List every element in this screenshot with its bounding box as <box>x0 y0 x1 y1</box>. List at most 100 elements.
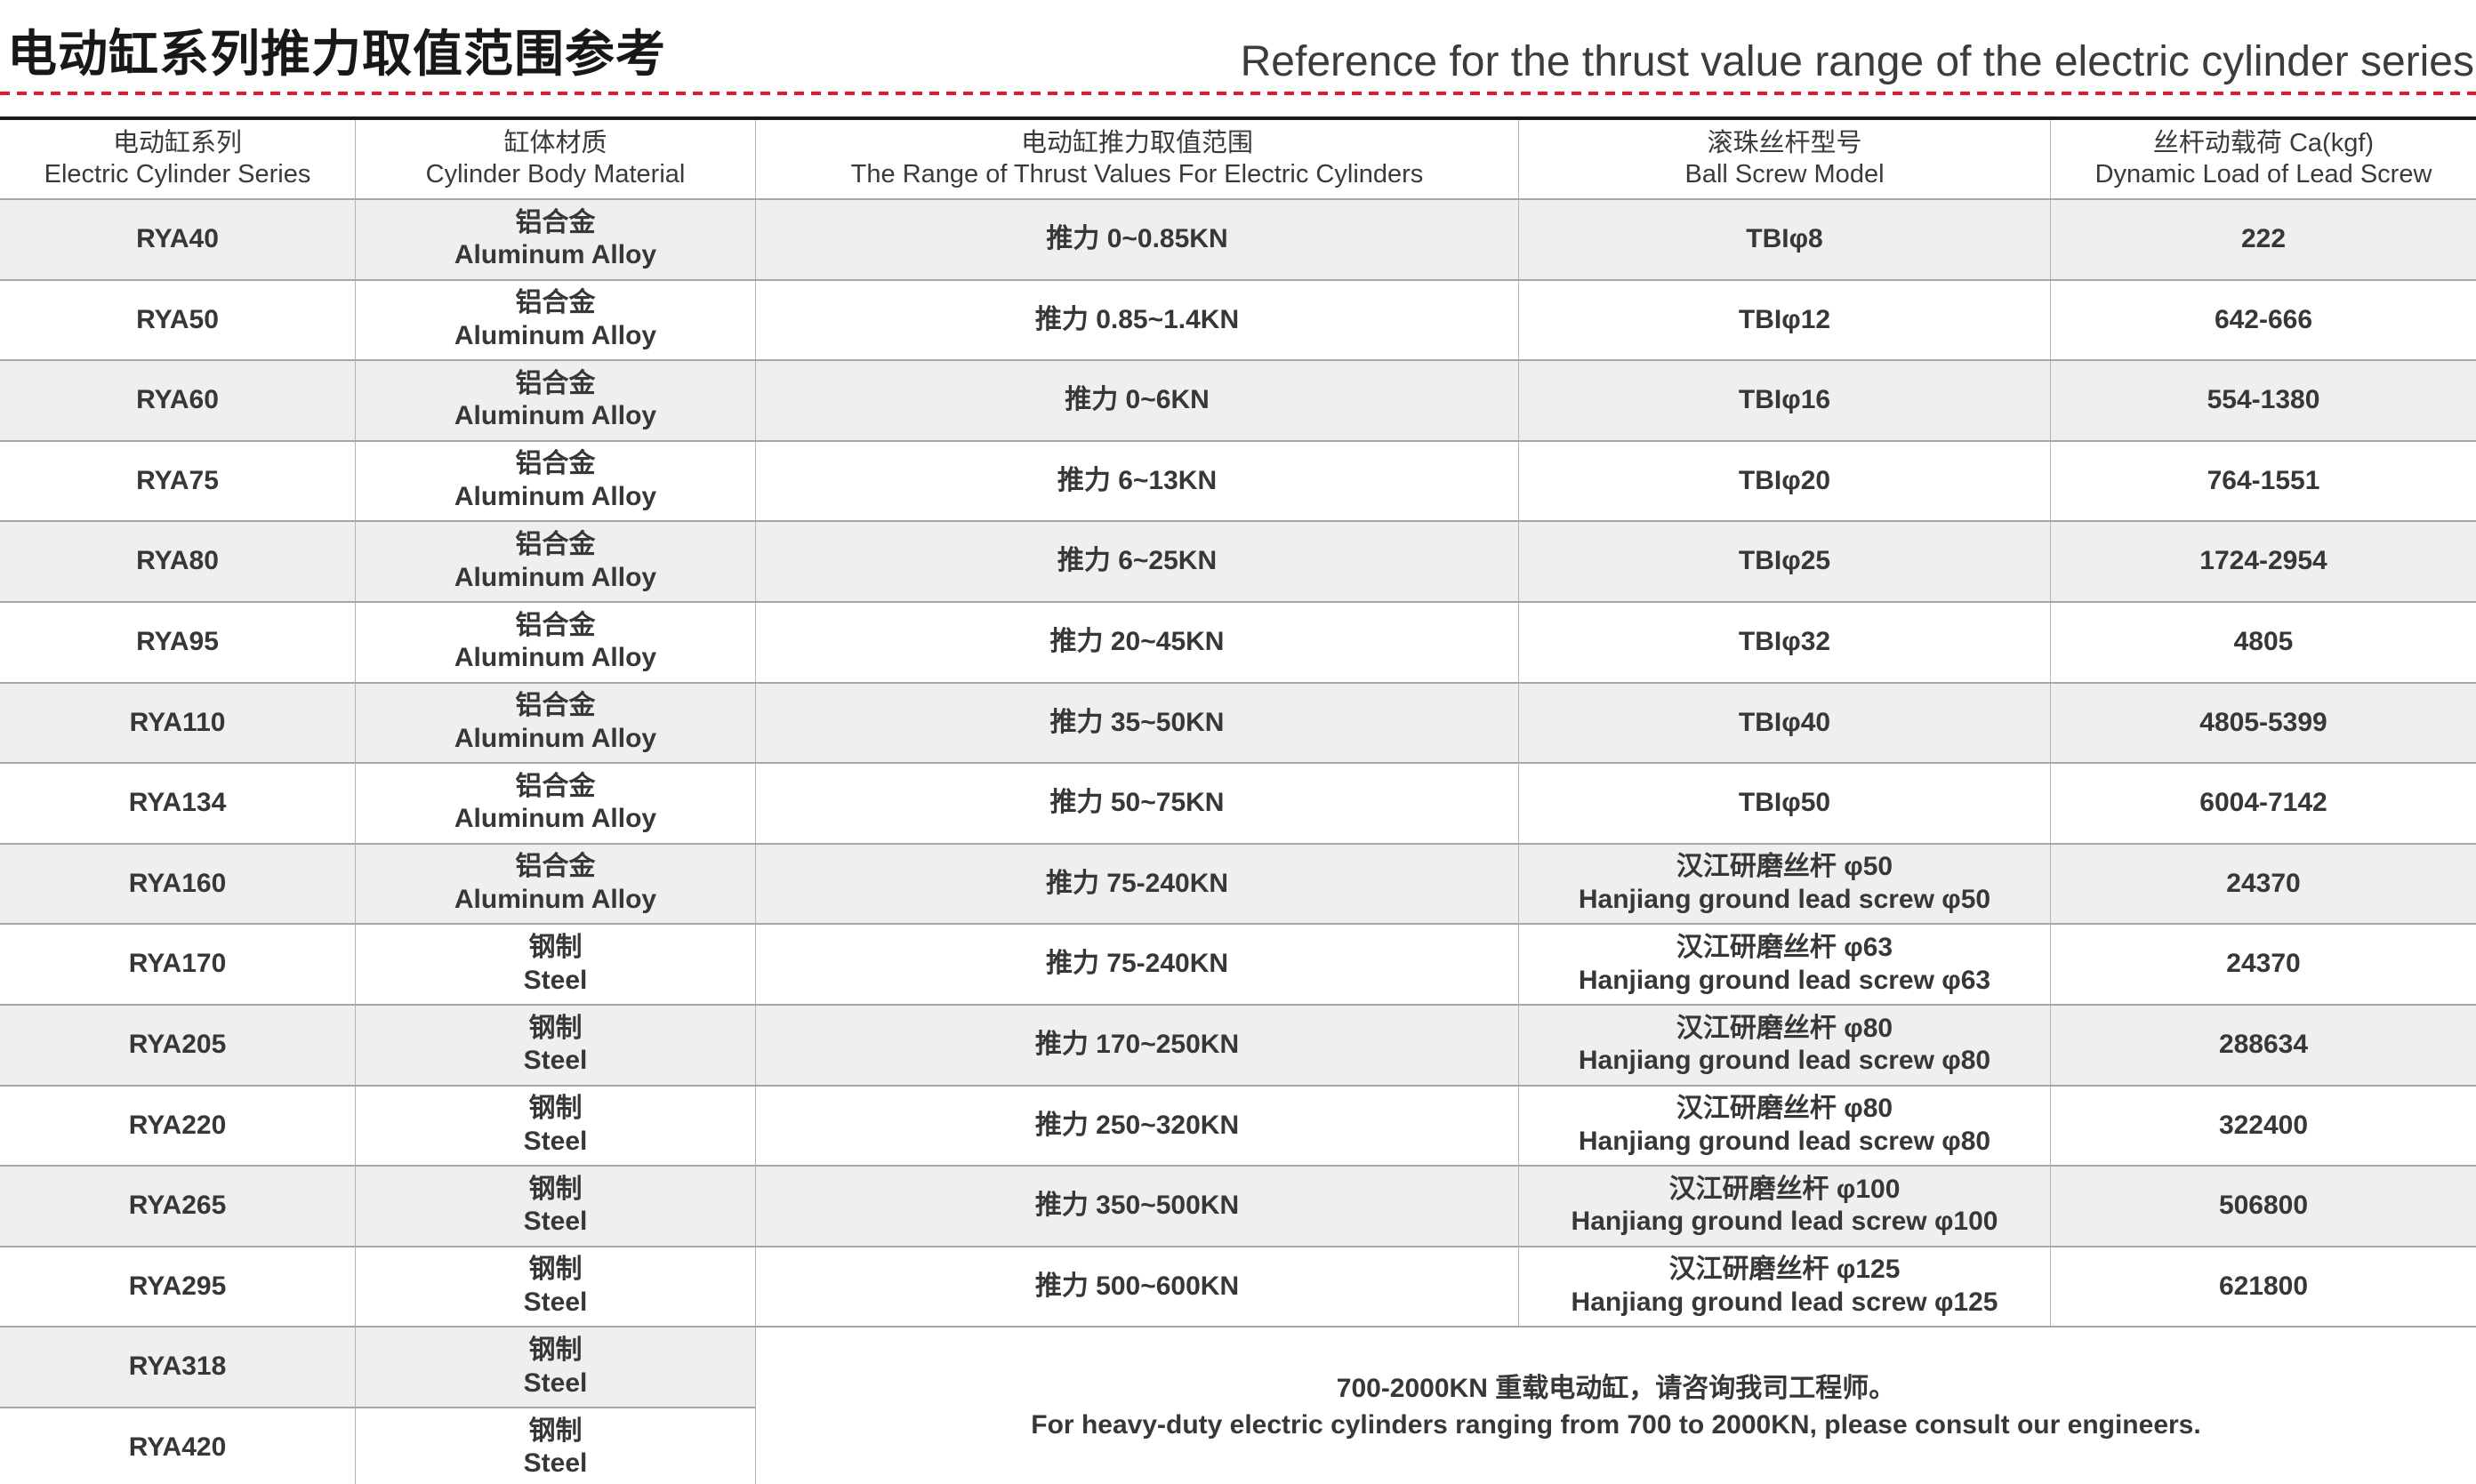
thrust-cell: 推力 75-240KN <box>755 842 1518 924</box>
screw-cell-line-1: Hanjiang ground lead screw φ100 <box>1571 1207 1998 1237</box>
thrust-cell: 推力 0~0.85KN <box>755 198 1518 279</box>
material-cell-line-0: 铝合金 <box>515 771 596 801</box>
material-cell: 铝合金 Aluminum Alloy <box>355 681 755 763</box>
thrust-cell-line-0: 推力 500~600KN <box>1034 1271 1240 1301</box>
material-cell-line-0: 钢制 <box>528 1416 583 1446</box>
load-cell: 24370 <box>2050 842 2476 924</box>
screw-cell-line-0: TBIφ8 <box>1746 224 1823 253</box>
load-cell-line-0: 1724-2954 <box>2199 546 2327 576</box>
material-cell-line-0: 铝合金 <box>515 449 596 479</box>
screw-cell-line-0: TBIφ40 <box>1738 707 1831 737</box>
material-cell-line-1: Steel <box>523 1448 588 1479</box>
heavy-duty-note-en: For heavy-duty electric cylinders rangin… <box>1031 1409 2201 1440</box>
header-cell-load: 丝杆动载荷 Ca(kgf) Dynamic Load of Lead Screw <box>2050 120 2476 198</box>
thrust-cell-line-0: 推力 250~320KN <box>1034 1110 1240 1140</box>
thrust-cell-line-0: 推力 35~50KN <box>1049 707 1225 737</box>
load-cell: 621800 <box>2050 1245 2476 1327</box>
series-cell: RYA420 <box>0 1406 355 1484</box>
screw-cell: 汉江研磨丝杆 φ80 Hanjiang ground lead screw φ80 <box>1518 1003 2050 1085</box>
screw-cell-line-0: TBIφ20 <box>1738 465 1831 495</box>
load-cell: 6004-7142 <box>2050 762 2476 843</box>
material-cell-line-0: 钢制 <box>528 1013 583 1043</box>
heavy-duty-note-zh: 700-2000KN 重载电动缸，请咨询我司工程师。 <box>1336 1374 1896 1404</box>
header-load-zh: 丝杆动载荷 Ca(kgf) <box>2152 128 2375 157</box>
load-cell-line-0: 4805 <box>2233 626 2294 656</box>
material-cell: 铝合金 Aluminum Alloy <box>355 762 755 843</box>
thrust-cell: 推力 75-240KN <box>755 923 1518 1004</box>
series-cell: RYA40 <box>0 198 355 279</box>
material-cell-line-0: 铝合金 <box>515 610 596 640</box>
material-cell-line-1: Aluminum Alloy <box>454 562 657 592</box>
thrust-cell-line-0: 推力 0.85~1.4KN <box>1034 304 1240 334</box>
reference-table: 电动缸系列 Electric Cylinder Series 缸体材质 Cyli… <box>0 116 2476 1484</box>
material-cell: 铝合金 Aluminum Alloy <box>355 198 755 279</box>
load-cell-line-0: 642-666 <box>2214 304 2313 334</box>
material-cell-line-0: 钢制 <box>528 1094 583 1124</box>
load-cell: 4805-5399 <box>2050 681 2476 763</box>
series-cell: RYA134 <box>0 762 355 843</box>
screw-cell: TBIφ16 <box>1518 359 2050 440</box>
material-cell: 铝合金 Aluminum Alloy <box>355 439 755 521</box>
screw-cell: TBIφ12 <box>1518 278 2050 360</box>
screw-cell-line-0: 汉江研磨丝杆 φ63 <box>1676 933 1893 963</box>
series-cell-line-0: RYA205 <box>128 1029 227 1059</box>
header-cell-series: 电动缸系列 Electric Cylinder Series <box>0 120 355 198</box>
load-cell-line-0: 222 <box>2240 224 2287 253</box>
screw-cell: TBIφ8 <box>1518 198 2050 279</box>
screw-cell-line-1: Hanjiang ground lead screw φ80 <box>1578 1046 1991 1076</box>
material-cell-line-0: 铝合金 <box>515 530 596 560</box>
thrust-cell-line-0: 推力 350~500KN <box>1034 1191 1240 1221</box>
thrust-cell: 推力 0~6KN <box>755 359 1518 440</box>
series-cell-line-0: RYA318 <box>128 1352 227 1382</box>
load-cell-line-0: 4805-5399 <box>2199 707 2327 737</box>
series-cell: RYA220 <box>0 1084 355 1166</box>
material-cell: 钢制 Steel <box>355 1003 755 1085</box>
thrust-cell: 推力 250~320KN <box>755 1084 1518 1166</box>
red-dashed-divider <box>0 92 2476 95</box>
series-cell-line-0: RYA295 <box>128 1271 227 1301</box>
screw-cell: 汉江研磨丝杆 φ63 Hanjiang ground lead screw φ63 <box>1518 923 2050 1004</box>
thrust-cell-line-0: 推力 75-240KN <box>1045 868 1229 898</box>
thrust-cell: 推力 35~50KN <box>755 681 1518 763</box>
thrust-cell-line-0: 推力 6~25KN <box>1057 546 1218 576</box>
series-cell-line-0: RYA75 <box>136 465 219 495</box>
screw-cell-line-0: 汉江研磨丝杆 φ100 <box>1668 1174 1901 1204</box>
load-cell-line-0: 288634 <box>2218 1029 2309 1059</box>
series-cell-line-0: RYA60 <box>136 385 219 415</box>
material-cell-line-1: Steel <box>523 1126 588 1156</box>
material-cell: 钢制 Steel <box>355 1084 755 1166</box>
screw-cell: 汉江研磨丝杆 φ125 Hanjiang ground lead screw φ1… <box>1518 1245 2050 1327</box>
header-series-zh: 电动缸系列 <box>112 128 242 157</box>
screw-cell-line-1: Hanjiang ground lead screw φ50 <box>1578 885 1991 915</box>
screw-cell-line-0: 汉江研磨丝杆 φ80 <box>1676 1013 1893 1043</box>
series-cell-line-0: RYA420 <box>128 1432 227 1462</box>
material-cell: 铝合金 Aluminum Alloy <box>355 359 755 440</box>
series-cell-line-0: RYA95 <box>136 626 219 656</box>
series-cell: RYA80 <box>0 520 355 601</box>
header-thrust-zh: 电动缸推力取值范围 <box>1020 128 1253 157</box>
thrust-cell: 推力 6~13KN <box>755 439 1518 521</box>
series-cell: RYA75 <box>0 439 355 521</box>
screw-cell-line-0: TBIφ25 <box>1738 546 1831 576</box>
thrust-cell: 推力 500~600KN <box>755 1245 1518 1327</box>
series-cell-line-0: RYA134 <box>128 788 227 818</box>
header-series-en: Electric Cylinder Series <box>44 160 311 189</box>
screw-cell-line-0: TBIφ32 <box>1738 626 1831 656</box>
material-cell-line-1: Steel <box>523 1046 588 1076</box>
material-cell-line-1: Aluminum Alloy <box>454 320 657 350</box>
material-cell-line-0: 铝合金 <box>515 288 596 318</box>
material-cell-line-1: Aluminum Alloy <box>454 401 657 431</box>
header-material-zh: 缸体材质 <box>503 128 607 157</box>
screw-cell: 汉江研磨丝杆 φ50 Hanjiang ground lead screw φ50 <box>1518 842 2050 924</box>
series-cell-line-0: RYA160 <box>128 868 227 898</box>
screw-cell-line-0: 汉江研磨丝杆 φ125 <box>1668 1255 1901 1285</box>
load-cell: 642-666 <box>2050 278 2476 360</box>
thrust-cell: 推力 6~25KN <box>755 520 1518 601</box>
material-cell: 铝合金 Aluminum Alloy <box>355 600 755 682</box>
material-cell-line-0: 钢制 <box>528 933 583 963</box>
material-cell-line-1: Aluminum Alloy <box>454 643 657 673</box>
thrust-cell-line-0: 推力 6~13KN <box>1057 465 1218 495</box>
header-cell-material: 缸体材质 Cylinder Body Material <box>355 120 755 198</box>
load-cell: 24370 <box>2050 923 2476 1004</box>
material-cell-line-0: 铝合金 <box>515 368 596 398</box>
